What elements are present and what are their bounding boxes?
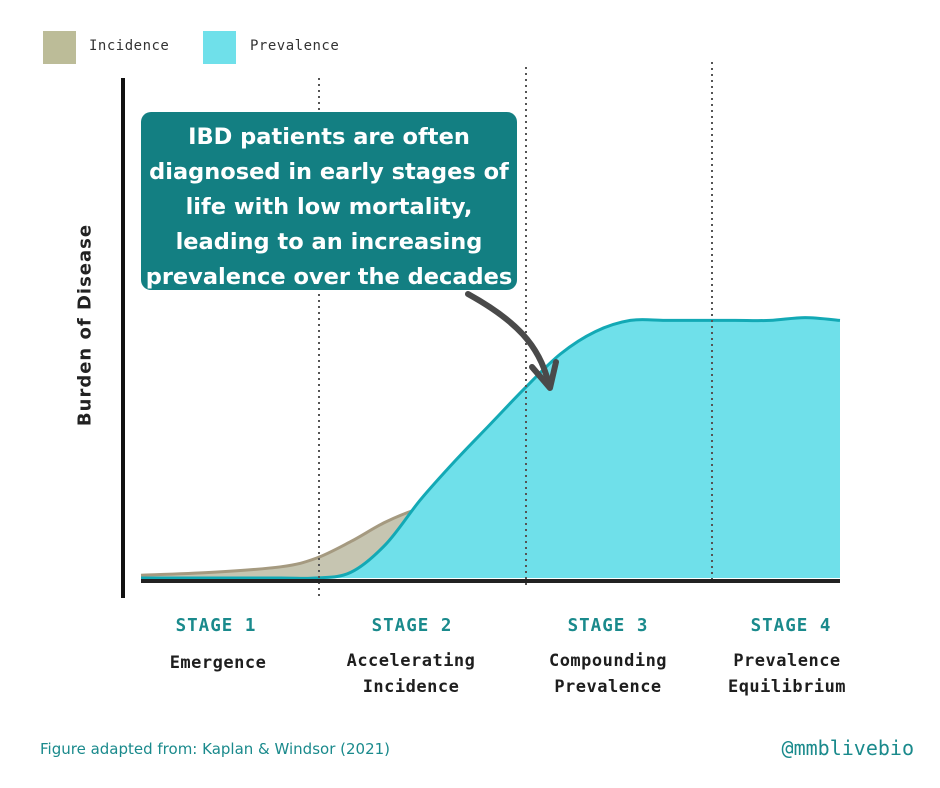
stage-title-4: STAGE 4 xyxy=(750,616,832,636)
callout-line: prevalence over the decades xyxy=(145,264,513,290)
callout-line: IBD patients are often xyxy=(188,124,470,150)
legend-swatch-incidence xyxy=(43,31,76,64)
legend-label-incidence: Incidence xyxy=(89,38,170,54)
stage-title-1: STAGE 1 xyxy=(175,616,257,636)
stage-name-4: Prevalence Equilibrium xyxy=(727,651,847,697)
legend-label-prevalence: Prevalence xyxy=(250,38,340,54)
stage-name-2: Accelerating Incidence xyxy=(346,651,476,697)
y-axis-label: Burden of Disease xyxy=(74,223,96,427)
stage-title-3: STAGE 3 xyxy=(567,616,649,636)
line-prevalence xyxy=(141,316,841,580)
callout-box: IBD patients are often diagnosed in earl… xyxy=(141,112,517,290)
callout-line: leading to an increasing xyxy=(175,229,483,255)
callout-arrow xyxy=(465,291,552,388)
stage-name-1: Emergence xyxy=(169,653,267,673)
legend-swatch-prevalence xyxy=(203,31,236,64)
area-prevalence xyxy=(141,317,840,579)
callout-line: diagnosed in early stages of xyxy=(149,159,509,185)
stage-title-2: STAGE 2 xyxy=(371,616,453,636)
source-citation: Figure adapted from: Kaplan & Windsor (2… xyxy=(40,740,391,758)
callout-arrowhead xyxy=(529,359,559,391)
author-handle: @mmblivebio xyxy=(781,736,914,760)
stage-name-3: Compounding Prevalence xyxy=(548,651,668,697)
callout-line: life with low mortality, xyxy=(185,194,473,220)
